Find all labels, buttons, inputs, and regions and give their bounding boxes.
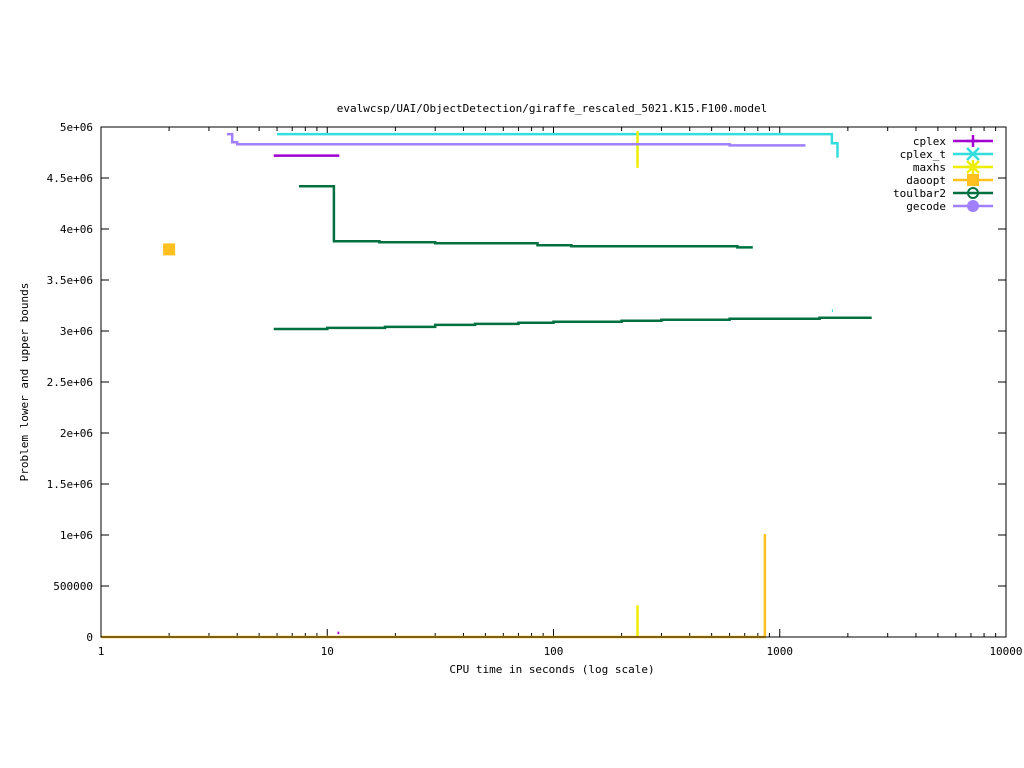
plot-frame [100,126,1007,638]
series-line [277,132,839,158]
y-tick-label: 3e+06 [60,325,93,338]
legend-marker-toulbar2 [967,187,979,199]
y-tick-label: 2.5e+06 [47,376,93,389]
series-gecode [226,132,806,147]
y-tick-label: 3.5e+06 [47,274,93,287]
legend-marker-daoopt [967,174,979,186]
legend-label-gecode: gecode [906,200,946,213]
y-tick-label: 1e+06 [60,529,93,542]
x-tick-label: 1 [98,645,105,658]
axis-ticks: 0 500000 1e+06 1.5e+06 2e+06 2.5e+06 3e+06 3.5e… [47,121,1023,658]
legend-label-cplex: cplex [913,135,946,148]
legend-label-toulbar2: toulbar2 [893,187,946,200]
x-tick-label: 100 [544,645,564,658]
series-cplex_t [277,132,839,312]
legend-label-cplex_t: cplex_t [900,148,946,161]
data-point [163,243,176,256]
legend-marker-cplex [967,135,979,147]
series-cplex [273,154,340,635]
legend-label-maxhs: maxhs [913,161,946,174]
y-tick-label: 5e+06 [60,121,93,134]
y-tick-label: 1.5e+06 [47,478,93,491]
y-tick-label: 4e+06 [60,223,93,236]
legend-marker-gecode [967,200,979,212]
legend-marker-maxhs [966,160,980,174]
series-line [273,316,872,331]
legend-marker-cplex_t [966,147,980,161]
series-line [299,184,753,249]
plot-series [101,131,872,639]
x-tick-label: 1000 [767,645,794,658]
y-tick-label: 0 [86,631,93,644]
y-tick-label: 4.5e+06 [47,172,93,185]
y-axis-label: Problem lower and upper bounds [18,283,31,482]
y-tick-label: 500000 [53,580,93,593]
x-tick-label: 10 [321,645,334,658]
legend-label-daoopt: daoopt [906,174,946,187]
x-tick-label: 10000 [989,645,1022,658]
y-tick-label: 2e+06 [60,427,93,440]
series-line [226,132,806,147]
chart-title: evalwcsp/UAI/ObjectDetection/giraffe_res… [337,102,767,115]
series-toulbar2 [273,184,872,331]
x-axis-label: CPU time in seconds (log scale) [449,663,654,676]
